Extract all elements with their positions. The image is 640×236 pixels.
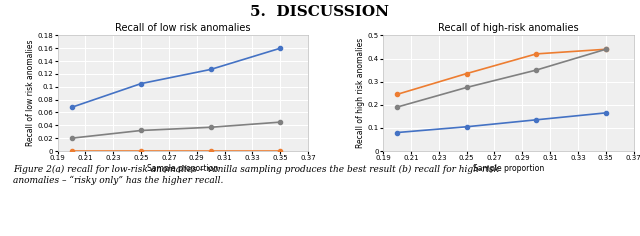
Title: Recall of high-risk anomalies: Recall of high-risk anomalies (438, 23, 579, 33)
X-axis label: Sample proportion: Sample proportion (147, 164, 218, 173)
X-axis label: Sample proportion: Sample proportion (473, 164, 544, 173)
Title: Recall of low risk anomalies: Recall of low risk anomalies (115, 23, 251, 33)
Y-axis label: Recall of high risk anomalies: Recall of high risk anomalies (356, 38, 365, 148)
Text: 5.  DISCUSSION: 5. DISCUSSION (250, 5, 390, 19)
Text: Figure 2(a) recall for low-risk anomalies – vanilla sampling produces the best r: Figure 2(a) recall for low-risk anomalie… (13, 165, 499, 185)
Y-axis label: Recall of low risk anomalies: Recall of low risk anomalies (26, 40, 35, 147)
